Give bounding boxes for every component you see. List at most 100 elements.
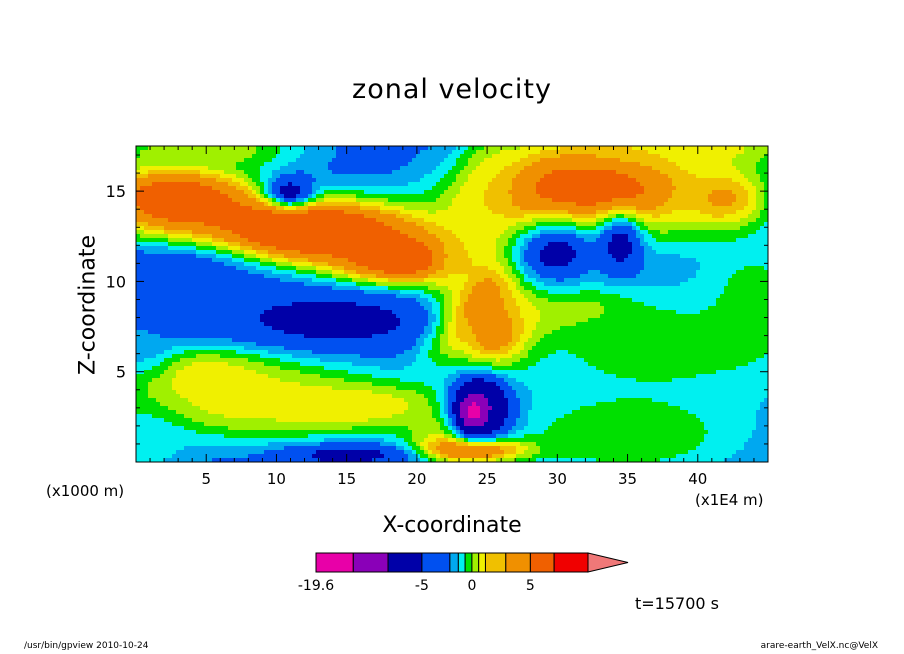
contour-cell (764, 206, 769, 211)
contour-cell (256, 198, 261, 203)
contour-cell (560, 154, 597, 159)
contour-cell (168, 406, 201, 411)
contour-cell (484, 394, 505, 399)
contour-cell (608, 246, 633, 251)
contour-cell (444, 242, 465, 247)
contour-cell (756, 190, 765, 195)
contour-cell (436, 454, 441, 459)
contour-cell (248, 186, 253, 191)
contour-cell (444, 266, 489, 271)
contour-cell (496, 434, 509, 439)
contour-cell (492, 154, 529, 159)
contour-cell (228, 194, 249, 199)
contour-cell (136, 234, 141, 239)
contour-cell (372, 382, 425, 387)
contour-cell (500, 286, 509, 291)
contour-cell (604, 222, 613, 227)
contour-cell (444, 382, 453, 387)
colorbar-box (471, 552, 480, 573)
contour-cell (504, 378, 517, 383)
contour-cell (740, 226, 761, 231)
contour-cell (756, 198, 765, 203)
contour-cell (436, 270, 497, 275)
contour-cell (292, 182, 313, 187)
contour-cell (424, 342, 433, 347)
contour-cell (660, 170, 689, 175)
contour-cell (384, 270, 417, 275)
contour-cell (732, 178, 749, 183)
contour-cell (400, 378, 445, 383)
contour-cell (764, 202, 769, 207)
contour-cell (520, 442, 537, 447)
contour-cell (764, 190, 769, 195)
contour-cell (652, 214, 661, 219)
contour-cell (196, 246, 217, 251)
contour-cell (444, 326, 449, 331)
contour-cell (440, 442, 457, 447)
contour-cell (232, 198, 257, 203)
contour-cell (520, 290, 533, 295)
contour-cell (672, 178, 733, 183)
contour-cell (436, 166, 453, 171)
contour-cell (260, 190, 265, 195)
contour-cell (536, 270, 589, 275)
contour-cell (296, 206, 309, 211)
contour-cell (228, 182, 241, 187)
contour-cell (332, 386, 397, 391)
contour-cell (500, 294, 513, 299)
contour-cell (440, 402, 445, 407)
contour-cell (640, 230, 649, 235)
contour-cell (396, 214, 413, 219)
contour-cell (136, 362, 161, 367)
contour-cell (268, 186, 273, 191)
contour-cell (136, 222, 149, 227)
contour-cell (444, 250, 469, 255)
contour-cell (504, 298, 517, 303)
contour-cell (504, 450, 517, 455)
contour-cell (644, 246, 653, 251)
contour-cell (136, 438, 325, 443)
contour-cell (448, 406, 453, 411)
contour-cell (444, 314, 453, 319)
contour-cell (640, 162, 677, 167)
contour-cell (168, 246, 197, 251)
contour-cell (532, 234, 541, 239)
contour-cell (424, 278, 469, 283)
contour-cell (412, 158, 445, 163)
contour-cell (528, 274, 541, 279)
contour-cell (724, 214, 749, 219)
contour-cell (268, 194, 273, 199)
contour-cell (512, 246, 521, 251)
contour-cell (532, 390, 769, 395)
contour-cell (240, 234, 409, 239)
contour-cell (572, 410, 689, 415)
contour-cell (440, 350, 465, 355)
contour-cell (160, 402, 193, 407)
contour-cell (456, 178, 469, 183)
contour-cell (524, 274, 529, 279)
contour-cell (756, 162, 769, 167)
contour-cell (496, 238, 509, 243)
contour-cell (504, 230, 517, 235)
contour-cell (360, 286, 389, 291)
contour-cell (740, 182, 753, 187)
contour-cell (164, 458, 213, 463)
contour-cell (756, 202, 765, 207)
contour-cell (256, 266, 277, 271)
contour-cell (468, 406, 481, 411)
x-tick-label: 30 (548, 470, 567, 488)
contour-cell (632, 222, 637, 227)
contour-cell (252, 178, 261, 183)
contour-cell (544, 282, 581, 287)
contour-cell (696, 258, 769, 263)
contour-cell (520, 270, 525, 275)
contour-cell (460, 386, 501, 391)
contour-cell (336, 278, 353, 283)
contour-cell (732, 454, 769, 459)
contour-cell (508, 226, 525, 231)
contour-cell (504, 214, 525, 219)
contour-cell (432, 186, 449, 191)
contour-cell (628, 254, 645, 259)
contour-cell (532, 454, 677, 459)
contour-cell (668, 402, 761, 407)
